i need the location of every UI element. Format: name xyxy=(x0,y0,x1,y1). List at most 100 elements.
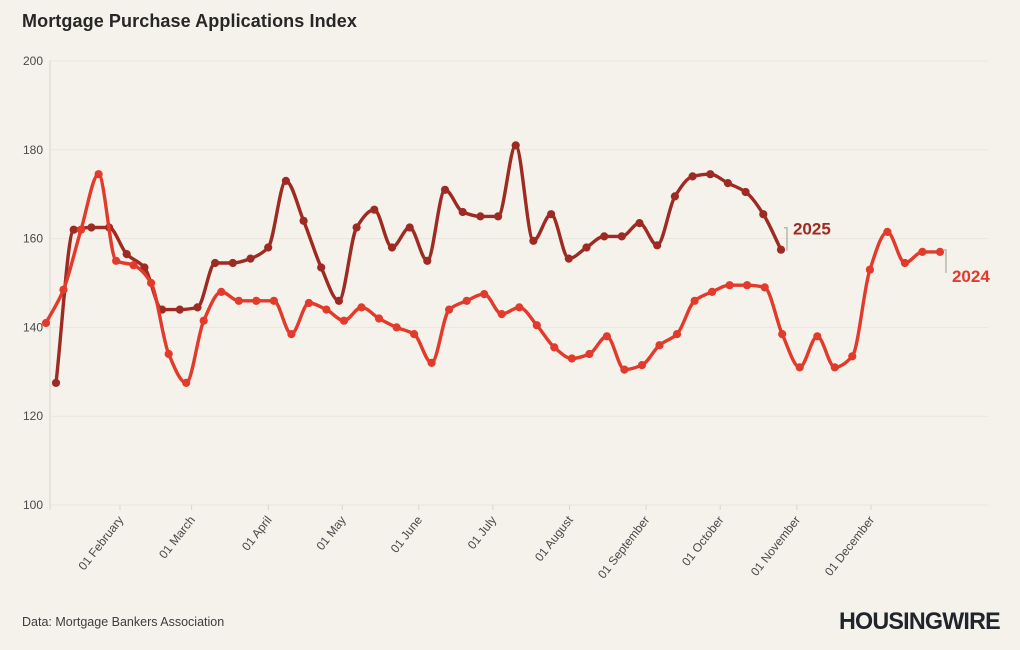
data-point xyxy=(234,296,243,305)
data-point xyxy=(41,318,51,328)
data-point xyxy=(387,243,397,252)
data-point xyxy=(515,303,524,312)
data-point xyxy=(129,261,138,270)
housingwire-logo: HOUSINGWIRE xyxy=(839,608,1001,635)
data-point xyxy=(357,303,366,312)
data-point xyxy=(635,219,644,228)
data-point xyxy=(672,330,682,339)
data-point xyxy=(287,330,296,339)
data-point xyxy=(760,283,769,292)
data-point xyxy=(304,298,313,308)
data-point xyxy=(299,216,308,225)
data-point xyxy=(423,256,432,265)
data-point xyxy=(281,176,290,185)
x-axis-label: 01 June xyxy=(388,513,426,556)
data-point xyxy=(725,281,734,290)
data-point xyxy=(427,358,436,367)
y-axis-label: 160 xyxy=(23,232,43,246)
data-point xyxy=(199,316,208,325)
data-point xyxy=(795,363,804,372)
data-point xyxy=(865,265,875,274)
data-point xyxy=(830,363,839,372)
data-point xyxy=(175,305,184,314)
series-2025 xyxy=(51,141,786,387)
label-leader-2025 xyxy=(783,226,788,251)
data-point xyxy=(440,185,450,194)
data-point xyxy=(252,296,261,305)
series-line-2025 xyxy=(54,143,783,385)
data-point xyxy=(547,210,556,219)
data-point xyxy=(918,247,927,256)
data-point xyxy=(334,296,343,305)
data-point xyxy=(600,232,609,241)
data-point xyxy=(708,287,717,296)
data-point xyxy=(69,225,78,234)
y-axis-label: 140 xyxy=(23,320,43,334)
data-point xyxy=(511,141,520,150)
data-point xyxy=(759,210,768,219)
data-point xyxy=(529,236,538,245)
data-point xyxy=(193,303,202,312)
label-leader-2024 xyxy=(942,249,947,273)
data-point xyxy=(445,305,454,314)
x-axis-label: 01 April xyxy=(239,513,275,553)
y-axis-label: 120 xyxy=(23,409,43,423)
data-point xyxy=(476,212,485,221)
data-point xyxy=(690,296,699,305)
data-point xyxy=(723,179,733,188)
data-point xyxy=(59,285,68,294)
data-point xyxy=(848,352,857,361)
data-point xyxy=(883,227,892,236)
x-axis-label: 01 July xyxy=(465,513,499,552)
y-axis-label: 180 xyxy=(23,143,43,157)
data-point xyxy=(264,243,273,252)
data-point xyxy=(653,241,662,250)
source-note: Data: Mortgage Bankers Association xyxy=(22,615,225,629)
data-point xyxy=(322,305,331,314)
x-axis-label: 01 May xyxy=(313,513,348,553)
data-point xyxy=(122,250,131,259)
data-point xyxy=(87,223,96,232)
x-axis-label: 01 October xyxy=(679,513,727,568)
data-point xyxy=(602,332,612,341)
data-point xyxy=(564,254,573,263)
y-axis-label: 100 xyxy=(23,498,43,512)
data-point xyxy=(217,287,226,296)
data-point xyxy=(410,330,419,339)
data-point xyxy=(317,263,326,272)
data-point xyxy=(458,207,467,217)
data-point xyxy=(480,290,489,299)
x-axis-label: 01 December xyxy=(822,513,877,578)
x-axis-label: 01 September xyxy=(595,513,652,581)
data-point xyxy=(741,187,750,197)
data-point xyxy=(900,258,910,268)
data-point xyxy=(935,247,945,256)
x-axis-label: 01 August xyxy=(532,513,576,564)
data-point xyxy=(706,170,715,179)
data-point xyxy=(94,170,103,179)
data-point xyxy=(392,323,401,332)
data-point xyxy=(211,258,220,268)
data-point xyxy=(670,192,680,201)
data-point xyxy=(494,212,503,221)
data-point xyxy=(567,354,577,363)
series-line-2024 xyxy=(44,172,942,385)
data-point xyxy=(112,256,121,265)
data-point xyxy=(269,296,278,305)
x-axis-label: 01 March xyxy=(156,513,198,561)
data-point xyxy=(51,378,61,387)
data-point xyxy=(776,245,786,254)
data-point xyxy=(497,310,506,319)
data-point xyxy=(617,232,626,241)
x-axis-label: 01 November xyxy=(748,513,803,578)
data-point xyxy=(405,223,414,232)
data-point xyxy=(182,378,191,387)
data-point xyxy=(339,316,349,325)
data-point xyxy=(550,343,559,352)
x-axis-label: 01 February xyxy=(75,513,126,573)
data-point xyxy=(374,314,384,323)
data-point xyxy=(813,332,822,341)
series-2024 xyxy=(41,170,945,387)
